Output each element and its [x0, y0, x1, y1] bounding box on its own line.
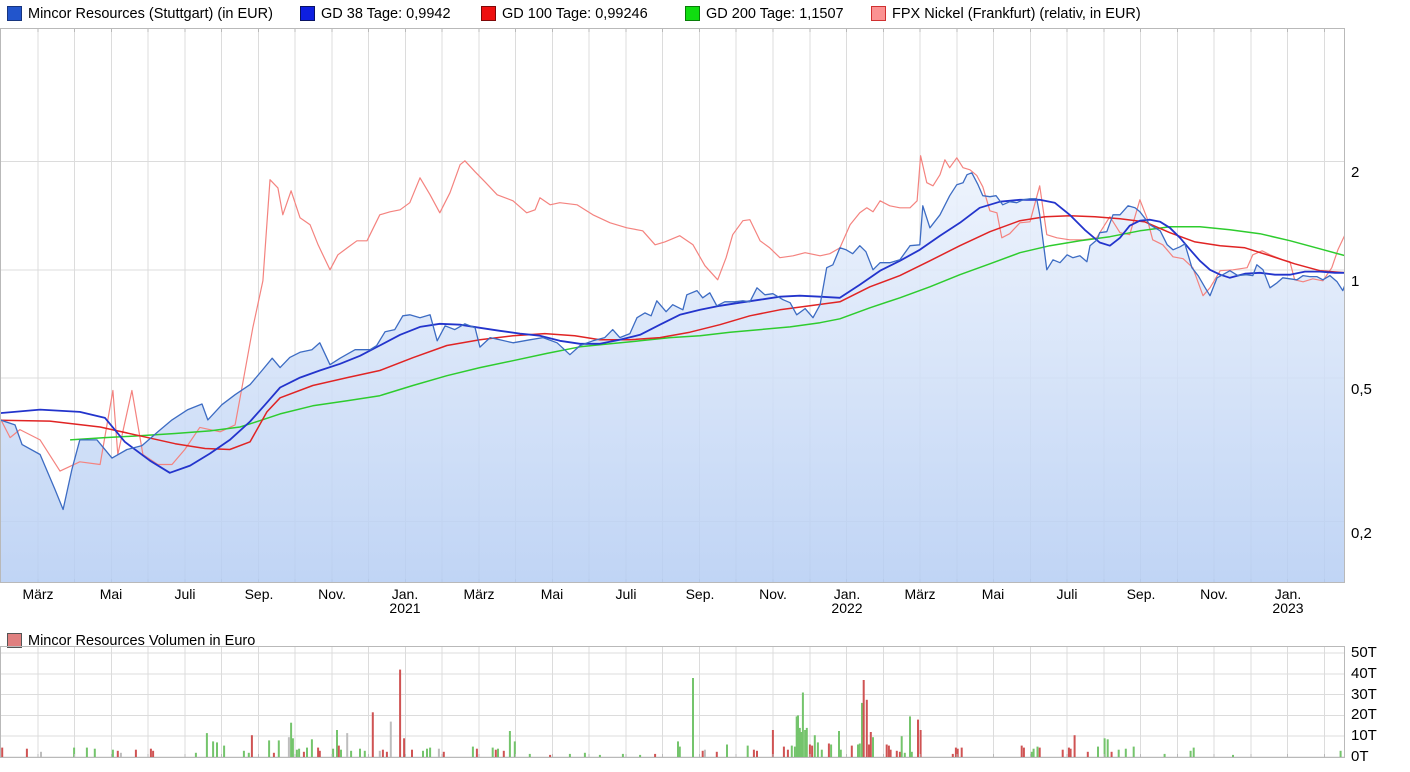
volume-chart-pane [0, 646, 1345, 759]
x-tick-label: Sep. [244, 586, 274, 602]
legend-item-volume: Mincor Resources Volumen in Euro [7, 627, 255, 654]
legend-label-gd200: GD 200 Tage: 1,1507 [706, 5, 844, 22]
volume-y-tick-label: 40T [1351, 664, 1377, 682]
price-y-tick-label: 0,2 [1351, 524, 1372, 542]
legend-item-fpx-nickel: FPX Nickel (Frankfurt) (relativ, in EUR) [871, 0, 1141, 27]
volume-series-swatch-icon [7, 633, 22, 648]
legend-label-mincor: Mincor Resources (Stuttgart) (in EUR) [28, 5, 273, 22]
legend-item-mincor: Mincor Resources (Stuttgart) (in EUR) [7, 0, 273, 27]
volume-y-tick-label: 30T [1351, 685, 1377, 703]
volume-y-tick-label: 50T [1351, 644, 1377, 661]
x-tick-label: Juli [174, 586, 196, 602]
x-tick-label: Jan. [833, 586, 861, 602]
gd100-series-swatch-icon [481, 6, 496, 21]
volume-chart [0, 646, 1345, 758]
legend-item-gd38: GD 38 Tage: 0,9942 [300, 0, 451, 27]
fpx-series-swatch-icon [871, 6, 886, 21]
x-tick-label: Nov. [1200, 586, 1228, 602]
x-tick-label: März [463, 586, 495, 602]
x-tick-year-label: 2023 [1272, 600, 1304, 616]
x-tick-label: Mai [981, 586, 1005, 602]
x-tick-year-label: 2021 [389, 600, 421, 616]
price-chart [0, 28, 1345, 583]
x-tick-label: Mai [99, 586, 123, 602]
legend-label-fpx-nickel: FPX Nickel (Frankfurt) (relativ, in EUR) [892, 5, 1141, 22]
legend-item-gd100: GD 100 Tage: 0,99246 [481, 0, 648, 27]
legend-item-gd200: GD 200 Tage: 1,1507 [685, 0, 844, 27]
x-tick-label: Jan. [391, 586, 419, 602]
volume-y-tick-label: 0T [1351, 748, 1369, 765]
x-tick-label: Sep. [685, 586, 715, 602]
volume-chart-legend: Mincor Resources Volumen in Euro [0, 627, 1410, 649]
volume-y-tick-label: 10T [1351, 727, 1377, 745]
x-tick-label: Juli [615, 586, 637, 602]
x-axis: März Mai Juli Sep. Nov. Jan. 2021 März Mai Juli Se… [0, 583, 1410, 617]
price-chart-legend: Mincor Resources (Stuttgart) (in EUR) GD… [0, 0, 1410, 27]
price-y-tick-label: 2 [1351, 164, 1360, 182]
price-y-tick-label: 0,5 [1351, 381, 1372, 399]
x-tick-label: Mai [540, 586, 564, 602]
legend-label-gd100: GD 100 Tage: 0,99246 [502, 5, 648, 22]
x-tick-label: März [22, 586, 54, 602]
gd200-series-swatch-icon [685, 6, 700, 21]
x-tick-label: Nov. [759, 586, 787, 602]
legend-label-volume: Mincor Resources Volumen in Euro [28, 632, 256, 649]
x-tick-label: Sep. [1126, 586, 1156, 602]
x-tick-label: Jan. [1274, 586, 1302, 602]
price-chart-pane [0, 28, 1345, 583]
x-tick-label: Juli [1056, 586, 1078, 602]
volume-y-tick-label: 20T [1351, 706, 1377, 724]
legend-label-gd38: GD 38 Tage: 0,9942 [321, 5, 451, 22]
mincor-series-swatch-icon [7, 6, 22, 21]
x-tick-year-label: 2022 [831, 600, 863, 616]
x-tick-label: Nov. [318, 586, 346, 602]
gd38-series-swatch-icon [300, 6, 315, 21]
price-y-tick-label: 1 [1351, 272, 1360, 290]
x-tick-label: März [904, 586, 936, 602]
